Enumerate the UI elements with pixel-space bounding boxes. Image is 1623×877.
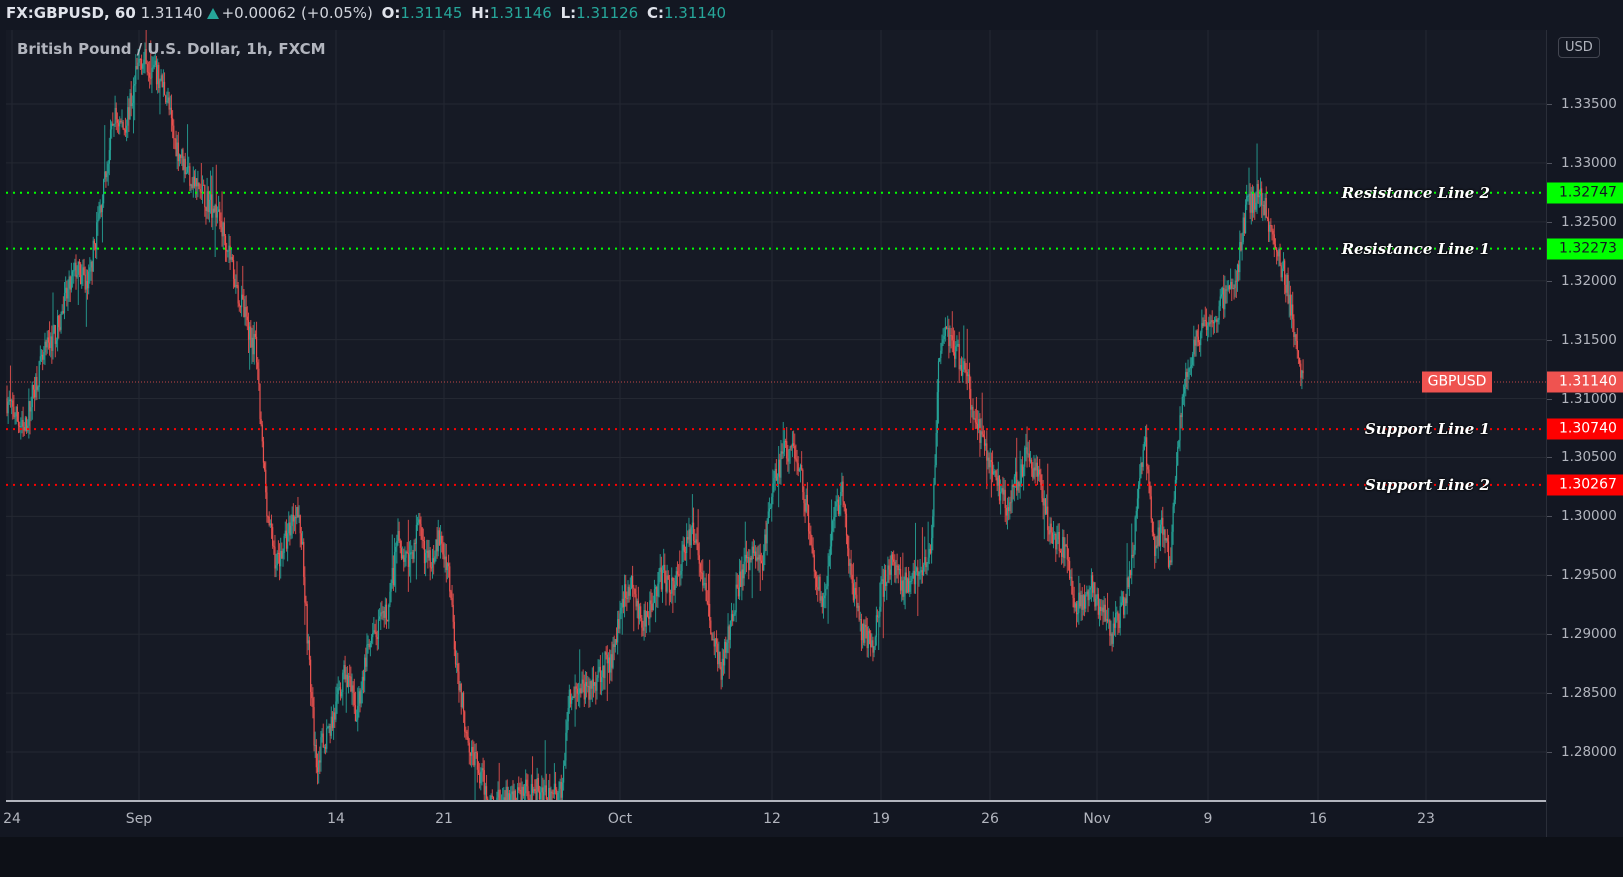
time-tick: 16 (1309, 811, 1327, 827)
price-change: +0.00062 (+0.05%) (221, 4, 373, 22)
time-tick: 21 (435, 811, 453, 827)
price-tick: 1.33500 (1561, 96, 1617, 112)
resistance-line-2-price: 1.32747 (1547, 182, 1623, 204)
price-tick: 1.30000 (1561, 508, 1617, 525)
price-tick: 1.28000 (1561, 744, 1617, 760)
price-tick: 1.30500 (1561, 449, 1617, 466)
time-tick: Nov (1083, 811, 1111, 827)
resistance-line-1-label[interactable]: Resistance Line 1 (1341, 239, 1490, 258)
open-value: 1.31145 (400, 4, 463, 22)
plot-pane[interactable]: British Pound / U.S. Dollar, 1h, FXCM Re… (6, 30, 1546, 800)
grid-lines (6, 30, 1546, 800)
time-tick: 14 (327, 811, 345, 827)
time-tick: 26 (981, 811, 999, 827)
close-value: 1.31140 (664, 4, 727, 22)
horizontal-level-lines (6, 191, 1546, 486)
currency-button[interactable]: USD (1558, 37, 1600, 58)
time-tick: 19 (872, 811, 890, 827)
time-tick: 24 (3, 811, 21, 827)
candlestick-series (6, 30, 1304, 800)
open-label: O: (381, 4, 401, 22)
high-label: H: (471, 4, 490, 22)
time-tick: Oct (607, 811, 633, 827)
symbol-header: FX:GBPUSD, 60 1.31140 +0.00062 (+0.05%) O… (0, 0, 1623, 26)
support-line-1-price: 1.30740 (1547, 418, 1623, 440)
price-tick: 1.29500 (1561, 567, 1617, 584)
resistance-line-2-label[interactable]: Resistance Line 2 (1341, 183, 1490, 202)
price-tick: 1.31500 (1561, 331, 1617, 348)
price-tick: 1.32000 (1561, 272, 1617, 289)
price-tick: 1.32500 (1561, 213, 1617, 230)
close-label: C: (646, 4, 664, 22)
support-line-2-label[interactable]: Support Line 2 (1364, 475, 1490, 494)
price-tick: 1.29000 (1561, 626, 1617, 643)
high-value: 1.31146 (489, 4, 552, 22)
symbol-label[interactable]: FX:GBPUSD, 60 (6, 4, 136, 22)
support-line-1-label[interactable]: Support Line 1 (1364, 420, 1490, 439)
price-tick: 1.31000 (1561, 390, 1617, 407)
resistance-line-1-price: 1.32273 (1547, 238, 1623, 260)
support-line-2-price: 1.30267 (1547, 474, 1623, 496)
price-tick: 1.28500 (1561, 685, 1617, 702)
time-tick: 23 (1417, 811, 1435, 827)
last-price: 1.31140 (140, 4, 203, 22)
last-price-badge: 1.31140 (1547, 371, 1623, 393)
time-tick: 12 (763, 811, 781, 827)
price-tick: 1.33000 (1561, 154, 1617, 171)
bottom-strip (0, 837, 1623, 877)
time-tick: Sep (125, 811, 153, 827)
chart-title: British Pound / U.S. Dollar, 1h, FXCM (17, 40, 326, 58)
low-value: 1.31126 (576, 4, 639, 22)
time-axis[interactable]: 24 Sep 14 21 Oct 12 19 26 Nov 9 16 23 (3, 800, 1546, 839)
symbol-badge: GBPUSD (1422, 371, 1492, 393)
time-tick: 9 (1203, 811, 1213, 827)
low-label: L: (560, 4, 577, 22)
price-axis[interactable]: 1.33500 1.33000 1.32500 1.32000 1.31500 1.310… (1546, 30, 1623, 837)
chart-area: British Pound / U.S. Dollar, 1h, FXCM Re… (3, 30, 1623, 867)
up-arrow-icon (206, 8, 219, 19)
